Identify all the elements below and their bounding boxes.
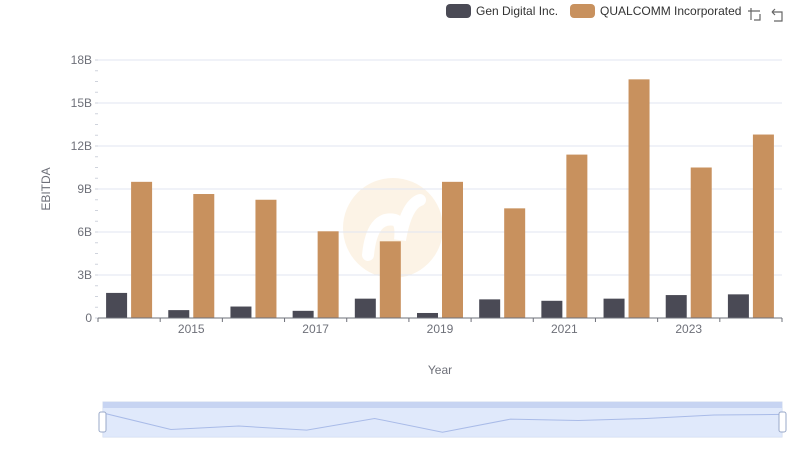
y-tick-label: 3B xyxy=(77,268,92,282)
bar-qualcomm-2016[interactable] xyxy=(255,199,277,318)
x-tick-label: 2019 xyxy=(427,322,454,336)
y-tick-label: 9B xyxy=(77,182,92,196)
y-tick-label: 0 xyxy=(85,311,92,325)
bar-gen-digital-2017[interactable] xyxy=(292,310,314,318)
bar-qualcomm-2018[interactable] xyxy=(379,241,401,318)
bar-qualcomm-2021[interactable] xyxy=(566,154,588,318)
legend: Gen Digital Inc. QUALCOMM Incorporated xyxy=(446,4,753,18)
bar-qualcomm-2014[interactable] xyxy=(131,181,153,318)
x-tick-label: 2023 xyxy=(675,322,702,336)
x-axis-ticks: 2015 2017 2019 2021 2023 xyxy=(97,318,783,336)
y-tick-label: 6B xyxy=(77,225,92,239)
bar-gen-digital-2014[interactable] xyxy=(106,292,128,318)
bar-gen-digital-2015[interactable] xyxy=(168,310,190,318)
bar-qualcomm-2017[interactable] xyxy=(317,231,339,318)
legend-swatch-gen-digital xyxy=(446,4,471,18)
x-tick-label: 2015 xyxy=(178,322,205,336)
bar-gen-digital-2019[interactable] xyxy=(417,312,438,318)
bars xyxy=(106,79,774,318)
bar-gen-digital-2021[interactable] xyxy=(541,300,563,318)
datazoom-handle-left[interactable] xyxy=(98,411,107,433)
bar-gen-digital-2023[interactable] xyxy=(665,295,687,318)
bar-qualcomm-2024[interactable] xyxy=(752,134,774,318)
datazoom-slider[interactable] xyxy=(98,401,787,438)
y-tick-label: 18B xyxy=(71,53,92,67)
bar-qualcomm-2022[interactable] xyxy=(628,79,650,318)
bar-qualcomm-2020[interactable] xyxy=(504,208,526,318)
legend-swatch-qualcomm xyxy=(570,4,596,18)
zoom-icon[interactable] xyxy=(746,6,764,24)
y-axis-title: EBITDA xyxy=(39,167,53,210)
y-axis-ticks: 0 3B 6B 9B 12B 15B 18B xyxy=(71,53,98,325)
legend-item-qualcomm[interactable]: QUALCOMM Incorporated xyxy=(570,4,741,18)
bar-gen-digital-2020[interactable] xyxy=(479,299,501,318)
bar-qualcomm-2019[interactable] xyxy=(442,181,463,318)
x-tick-label: 2021 xyxy=(551,322,578,336)
chart-toolbar xyxy=(746,6,790,24)
watermark-logo xyxy=(343,178,443,278)
y-tick-label: 15B xyxy=(71,96,92,110)
legend-item-gen-digital[interactable]: Gen Digital Inc. xyxy=(446,4,558,18)
bar-qualcomm-2023[interactable] xyxy=(690,167,712,319)
restore-icon[interactable] xyxy=(768,6,786,24)
bar-gen-digital-2022[interactable] xyxy=(603,298,625,318)
x-axis-title: Year xyxy=(428,363,452,377)
datazoom-preview-line xyxy=(102,412,783,433)
bar-gen-digital-2024[interactable] xyxy=(727,294,749,318)
bar-qualcomm-2015[interactable] xyxy=(193,194,215,318)
bar-gen-digital-2016[interactable] xyxy=(230,306,252,318)
legend-label-qualcomm: QUALCOMM Incorporated xyxy=(600,4,742,18)
datazoom-top-bar[interactable] xyxy=(103,402,782,408)
datazoom-handle-right[interactable] xyxy=(778,411,787,433)
bar-gen-digital-2018[interactable] xyxy=(354,298,376,318)
x-tick-label: 2017 xyxy=(302,322,329,336)
y-tick-label: 12B xyxy=(71,139,92,153)
legend-label-gen-digital: Gen Digital Inc. xyxy=(476,4,559,18)
